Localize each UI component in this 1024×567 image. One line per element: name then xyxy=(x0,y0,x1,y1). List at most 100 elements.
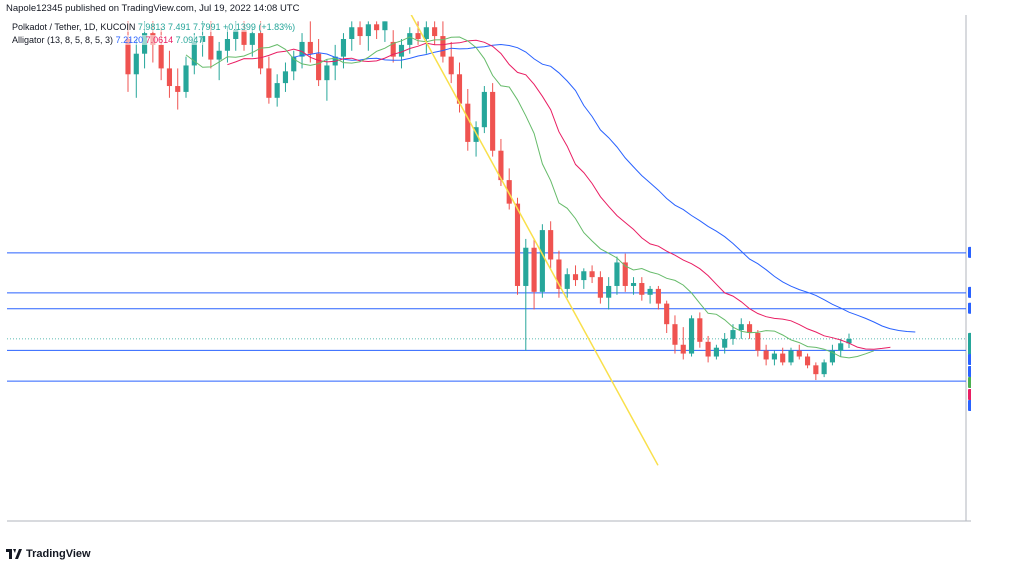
candle-body[interactable] xyxy=(498,150,504,181)
candle-body[interactable] xyxy=(365,24,371,37)
ohlc-value-3: 7.7991 xyxy=(193,22,221,32)
candle-body[interactable] xyxy=(299,41,305,57)
alligator-teeth-line xyxy=(227,39,891,350)
candle-body[interactable] xyxy=(664,303,670,325)
candle-body[interactable] xyxy=(390,41,396,57)
candle-body[interactable] xyxy=(705,341,711,357)
candle-body[interactable] xyxy=(490,91,496,151)
trendline[interactable] xyxy=(410,15,659,466)
candle-body[interactable] xyxy=(597,277,603,298)
alligator-legend: Alligator (13, 8, 5, 8, 5, 3) 7.2120 7.0… xyxy=(12,35,204,45)
symbol-name: Polkadot / Tether, 1D, KUCOIN xyxy=(12,22,136,32)
candle-body[interactable] xyxy=(713,347,719,357)
candle-body[interactable] xyxy=(539,230,545,292)
candle-body[interactable] xyxy=(233,30,239,39)
candle-body[interactable] xyxy=(166,68,173,87)
candle-body[interactable] xyxy=(440,36,446,57)
candle-body[interactable] xyxy=(374,24,380,31)
candle-body[interactable] xyxy=(316,53,322,81)
alligator-teeth-value: 7.0614 xyxy=(145,35,174,45)
candle-body[interactable] xyxy=(846,338,852,344)
candle-body[interactable] xyxy=(771,353,777,360)
candle-body[interactable] xyxy=(838,343,844,351)
candle-body[interactable] xyxy=(788,350,794,363)
candle-body[interactable] xyxy=(556,259,562,289)
candle-body[interactable] xyxy=(432,27,438,37)
candle-body[interactable] xyxy=(415,33,421,39)
candle-body[interactable] xyxy=(730,330,736,339)
candle-body[interactable] xyxy=(282,71,289,84)
candle-body[interactable] xyxy=(697,318,703,342)
price-chart[interactable]: 3.00004.00005.00006.00007.00008.00009.00… xyxy=(7,15,971,522)
candle-body[interactable] xyxy=(291,56,297,72)
symbol-legend: Polkadot / Tether, 1D, KUCOIN 7.9813 7.4… xyxy=(12,22,296,32)
indicator-price-tag xyxy=(968,377,971,388)
candle-body[interactable] xyxy=(755,333,761,351)
candle-body[interactable] xyxy=(183,65,189,92)
indicator-price-tag xyxy=(968,389,971,400)
candle-body[interactable] xyxy=(175,86,181,92)
candle-body[interactable] xyxy=(340,39,347,57)
candle-body[interactable] xyxy=(738,324,744,331)
candle-body[interactable] xyxy=(564,274,570,289)
candle-body[interactable] xyxy=(622,262,628,286)
candle-body[interactable] xyxy=(407,33,413,45)
candle-body[interactable] xyxy=(647,288,653,295)
footer-brand[interactable]: TradingView xyxy=(6,548,91,560)
indicator-price-tag xyxy=(968,366,971,377)
candle-body[interactable] xyxy=(465,103,471,142)
candle-body[interactable] xyxy=(581,271,587,281)
candle-body[interactable] xyxy=(614,262,620,286)
candle-body[interactable] xyxy=(224,39,231,51)
alligator-lips-value: 7.0947 xyxy=(175,35,204,45)
candle-body[interactable] xyxy=(249,33,255,45)
level-price-tag xyxy=(968,246,971,258)
candle-body[interactable] xyxy=(672,324,678,345)
candle-body[interactable] xyxy=(523,247,529,286)
candle-body[interactable] xyxy=(349,27,355,39)
candle-body[interactable] xyxy=(821,362,827,375)
candle-body[interactable] xyxy=(274,83,280,98)
candle-body[interactable] xyxy=(208,36,214,60)
candle-body[interactable] xyxy=(572,274,579,281)
candle-body[interactable] xyxy=(307,41,313,54)
ohlc-change: +0.1399 (+1.83%) xyxy=(223,22,296,32)
candle-body[interactable] xyxy=(780,353,786,363)
candle-body[interactable] xyxy=(746,324,753,333)
candle-body[interactable] xyxy=(125,39,131,75)
ohlc-value-2: 7.491 xyxy=(167,22,191,32)
candle-body[interactable] xyxy=(722,338,728,348)
candle-body[interactable] xyxy=(216,50,222,60)
candle-body[interactable] xyxy=(680,344,686,354)
candle-body[interactable] xyxy=(357,27,363,37)
candles-group xyxy=(125,15,916,466)
candle-body[interactable] xyxy=(398,44,405,57)
candle-body[interactable] xyxy=(796,350,802,357)
candle-body[interactable] xyxy=(481,91,487,128)
candle-body[interactable] xyxy=(655,288,661,304)
candle-body[interactable] xyxy=(548,230,554,260)
candle-body[interactable] xyxy=(813,365,819,375)
candle-body[interactable] xyxy=(382,21,388,31)
candle-body[interactable] xyxy=(829,350,835,363)
candle-body[interactable] xyxy=(688,318,695,354)
candle-body[interactable] xyxy=(514,203,521,286)
candle-body[interactable] xyxy=(266,68,272,98)
candle-body[interactable] xyxy=(133,53,139,75)
candle-body[interactable] xyxy=(423,27,429,39)
candle-body[interactable] xyxy=(191,41,197,66)
candle-body[interactable] xyxy=(258,33,264,69)
candle-body[interactable] xyxy=(456,74,463,104)
candle-body[interactable] xyxy=(630,283,637,286)
candle-body[interactable] xyxy=(241,30,247,45)
candle-body[interactable] xyxy=(606,285,612,298)
candle-body[interactable] xyxy=(506,180,512,204)
candle-body[interactable] xyxy=(763,350,769,360)
candle-body[interactable] xyxy=(589,271,595,278)
candle-body[interactable] xyxy=(324,65,330,81)
candle-body[interactable] xyxy=(158,44,164,69)
candle-body[interactable] xyxy=(639,283,645,295)
candle-body[interactable] xyxy=(448,56,454,75)
candle-body[interactable] xyxy=(531,247,537,292)
candle-body[interactable] xyxy=(804,356,811,366)
